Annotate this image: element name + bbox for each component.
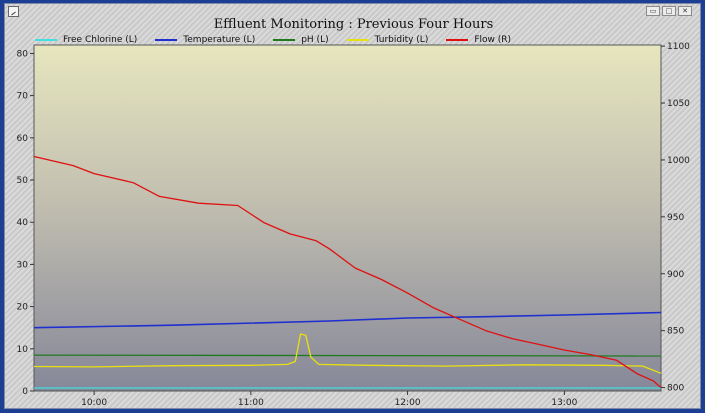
left-axis: 0 10 20 30 40 50 60 70 80 bbox=[17, 49, 34, 397]
chart-title: Effluent Monitoring : Previous Four Hour… bbox=[213, 17, 494, 32]
x-tick-label: 10:00 bbox=[81, 398, 107, 408]
app-icon bbox=[8, 6, 19, 17]
right-tick-label: 850 bbox=[667, 327, 684, 337]
series-layer bbox=[33, 155, 662, 389]
legend-label: pH (L) bbox=[301, 35, 329, 45]
x-tick-label: 13:00 bbox=[551, 398, 577, 408]
legend-label: Flow (R) bbox=[474, 35, 512, 45]
maximize-button[interactable]: □ bbox=[662, 6, 676, 16]
left-tick-label: 20 bbox=[17, 303, 29, 313]
legend-swatch bbox=[446, 39, 469, 41]
restore-button[interactable]: ▭ bbox=[646, 6, 660, 16]
x-tick-label: 11:00 bbox=[238, 398, 264, 408]
legend-swatch bbox=[346, 39, 369, 41]
legend-item-flow: Flow (R) bbox=[446, 35, 511, 45]
x-axis: 10:00 11:00 12:00 13:00 bbox=[81, 391, 578, 408]
legend-swatch bbox=[35, 39, 57, 41]
right-tick-label: 900 bbox=[667, 270, 684, 280]
series-line-5 bbox=[33, 155, 662, 389]
legend-item-free-chlorine: Free Chlorine (L) bbox=[35, 35, 137, 45]
left-tick-label: 0 bbox=[22, 387, 28, 397]
legend-label: Free Chlorine (L) bbox=[63, 35, 138, 45]
legend-item-turbidity: Turbidity (L) bbox=[346, 35, 429, 45]
left-tick-label: 10 bbox=[17, 345, 29, 355]
legend-item-ph: pH (L) bbox=[273, 35, 329, 45]
series-line-4 bbox=[33, 333, 662, 374]
series-line-3 bbox=[33, 354, 662, 357]
right-axis: 800 850 900 950 1000 1050 1100 bbox=[661, 42, 690, 394]
left-tick-label: 80 bbox=[17, 49, 29, 59]
legend-swatch bbox=[155, 39, 178, 41]
close-button[interactable]: ✕ bbox=[678, 6, 692, 16]
left-tick-label: 30 bbox=[17, 260, 29, 270]
line-chart: 0 10 20 30 40 50 60 70 80 800 850 900 950 1000 1050 11… bbox=[17, 42, 691, 408]
legend-label: Turbidity (L) bbox=[374, 35, 429, 45]
legend-item-temperature: Temperature (L) bbox=[155, 35, 255, 45]
plot-area bbox=[33, 44, 662, 392]
left-tick-label: 50 bbox=[17, 176, 29, 186]
legend-label: Temperature (L) bbox=[183, 35, 256, 45]
legend: Free Chlorine (L) Temperature (L) pH (L)… bbox=[35, 34, 529, 46]
left-tick-label: 40 bbox=[17, 218, 29, 228]
right-tick-label: 1000 bbox=[667, 156, 690, 166]
legend-swatch bbox=[273, 39, 296, 41]
right-tick-label: 1100 bbox=[667, 42, 690, 52]
right-tick-label: 1050 bbox=[667, 99, 690, 109]
right-tick-label: 950 bbox=[667, 213, 684, 223]
left-tick-label: 60 bbox=[17, 134, 29, 144]
chart-window: ▭ □ ✕ Effluent Monitoring : Previous Fou… bbox=[4, 3, 701, 409]
left-tick-label: 70 bbox=[17, 92, 29, 102]
x-tick-label: 12:00 bbox=[395, 398, 421, 408]
series-line-2 bbox=[33, 311, 662, 329]
right-tick-label: 800 bbox=[667, 384, 684, 394]
